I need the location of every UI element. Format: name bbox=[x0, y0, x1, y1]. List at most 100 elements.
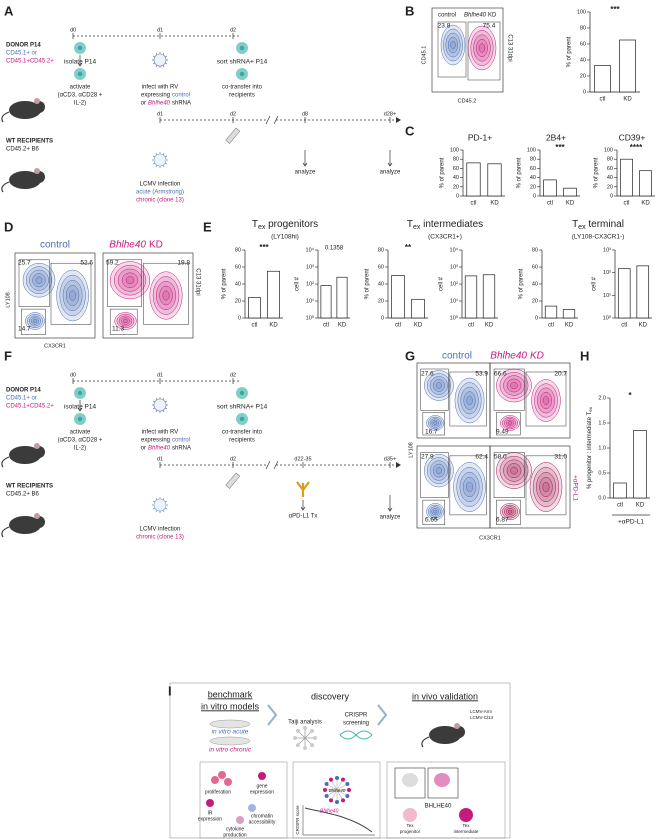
label: 53.9 bbox=[475, 371, 488, 378]
mouse-icon bbox=[9, 446, 41, 464]
x-tick-label: ctl bbox=[323, 323, 329, 329]
flow-contour bbox=[431, 419, 440, 427]
y-axis-label: cell # bbox=[439, 276, 445, 291]
x-tick-label: ctl bbox=[547, 201, 553, 207]
network-icon bbox=[341, 777, 345, 782]
flow-gate bbox=[422, 412, 445, 436]
flow-contour bbox=[502, 416, 518, 430]
flow-contour bbox=[470, 30, 494, 66]
flow-contour bbox=[435, 382, 443, 389]
bar bbox=[639, 170, 652, 197]
flow-contour bbox=[433, 509, 438, 514]
x-tick-label: ctl bbox=[468, 323, 474, 329]
cell-icon bbox=[77, 71, 83, 77]
label: C13 31dpi bbox=[506, 34, 512, 61]
flow-contour bbox=[123, 319, 128, 323]
flow-contour bbox=[462, 476, 477, 498]
label: (αCD3, αCD28 + bbox=[58, 438, 103, 444]
flow-contour bbox=[459, 471, 480, 503]
bar bbox=[411, 298, 425, 319]
label: chronic (clone 13) bbox=[136, 198, 184, 204]
network-icon bbox=[336, 789, 344, 801]
x-tick-label: KD bbox=[338, 323, 347, 329]
flow-contour bbox=[443, 28, 463, 62]
label: or bbox=[141, 446, 146, 452]
x-tick-label: KD bbox=[490, 201, 499, 207]
network-icon bbox=[329, 777, 333, 782]
flow-gate bbox=[107, 259, 142, 307]
label: CX3CR1 bbox=[44, 343, 66, 349]
label: Bhlhe40 bbox=[490, 351, 527, 362]
arrow bbox=[387, 162, 393, 167]
y-tick-label: 80 bbox=[235, 247, 241, 253]
label: in vitro acute bbox=[212, 729, 249, 736]
label: d0 bbox=[70, 27, 76, 33]
flow-contour bbox=[534, 383, 558, 418]
bracket-label: +αPD-L1 bbox=[618, 519, 644, 526]
flow-contour bbox=[502, 504, 518, 519]
network-icon bbox=[336, 789, 348, 797]
label: sort shRNA+ P14 bbox=[217, 59, 268, 66]
sub-box bbox=[199, 761, 288, 839]
cell-icon bbox=[239, 45, 245, 51]
label: 19.8 bbox=[177, 260, 190, 267]
label: 6.87 bbox=[496, 517, 509, 524]
network-icon bbox=[324, 794, 329, 798]
mouse-icon bbox=[421, 736, 430, 748]
flow-contour bbox=[426, 373, 451, 398]
y-tick-label: 0 bbox=[381, 315, 384, 321]
y-tick-label: 10³ bbox=[603, 247, 611, 253]
arrow bbox=[300, 506, 306, 511]
x-tick-label: KD bbox=[269, 323, 278, 329]
arrow bbox=[396, 462, 401, 468]
bar bbox=[544, 305, 558, 319]
cell-icon bbox=[239, 390, 245, 396]
label: d2 bbox=[230, 111, 236, 117]
flow-contour bbox=[539, 476, 553, 498]
dish-icon bbox=[209, 719, 251, 729]
label: IR bbox=[208, 810, 213, 816]
chevron bbox=[267, 704, 278, 726]
flow-contour bbox=[427, 504, 443, 519]
flow-gate bbox=[525, 455, 567, 516]
label: accessibility bbox=[249, 819, 276, 825]
label: d1 bbox=[157, 27, 163, 33]
x-tick-label: KD bbox=[641, 201, 650, 207]
chevron bbox=[377, 704, 388, 726]
y-tick-label: 20 bbox=[532, 298, 538, 304]
label: C13 31dpi bbox=[194, 268, 200, 295]
cell-icon bbox=[218, 771, 226, 779]
label: control bbox=[438, 13, 456, 19]
flow-contour bbox=[456, 467, 483, 507]
flow-gate bbox=[467, 21, 501, 81]
label: B bbox=[405, 3, 414, 18]
line bbox=[273, 115, 279, 125]
y-tick-label: 100 bbox=[577, 9, 586, 15]
flow-contour bbox=[507, 421, 513, 425]
flow-contour bbox=[473, 34, 491, 62]
flow-contour bbox=[429, 376, 448, 395]
significance: *** bbox=[555, 143, 565, 152]
group-title: T bbox=[407, 219, 413, 230]
syringe-icon bbox=[225, 472, 241, 489]
arrow bbox=[77, 62, 83, 67]
y-tick-label: 0.5 bbox=[598, 470, 606, 476]
flow-contour bbox=[454, 377, 485, 424]
group-subtitle: (LY108hi) bbox=[271, 234, 299, 241]
x-tick-label: KD bbox=[485, 323, 494, 329]
flow-contour bbox=[156, 280, 176, 311]
sub-box bbox=[292, 761, 381, 839]
bar bbox=[487, 163, 502, 197]
y-tick-label: 80 bbox=[607, 157, 613, 163]
label: d1 bbox=[157, 456, 163, 462]
label: KD bbox=[530, 351, 544, 362]
label: LCMV-Arm bbox=[470, 709, 492, 714]
flow-contour bbox=[435, 467, 443, 475]
label: discovery bbox=[311, 691, 350, 701]
x-tick-label: ctl bbox=[471, 201, 477, 207]
label: co-transfer into bbox=[222, 85, 263, 91]
flow-contour bbox=[69, 290, 77, 301]
label: +αPD-L1 bbox=[571, 475, 578, 501]
y-tick-label: 1.5 bbox=[598, 420, 606, 426]
mouse-icon bbox=[33, 446, 45, 458]
